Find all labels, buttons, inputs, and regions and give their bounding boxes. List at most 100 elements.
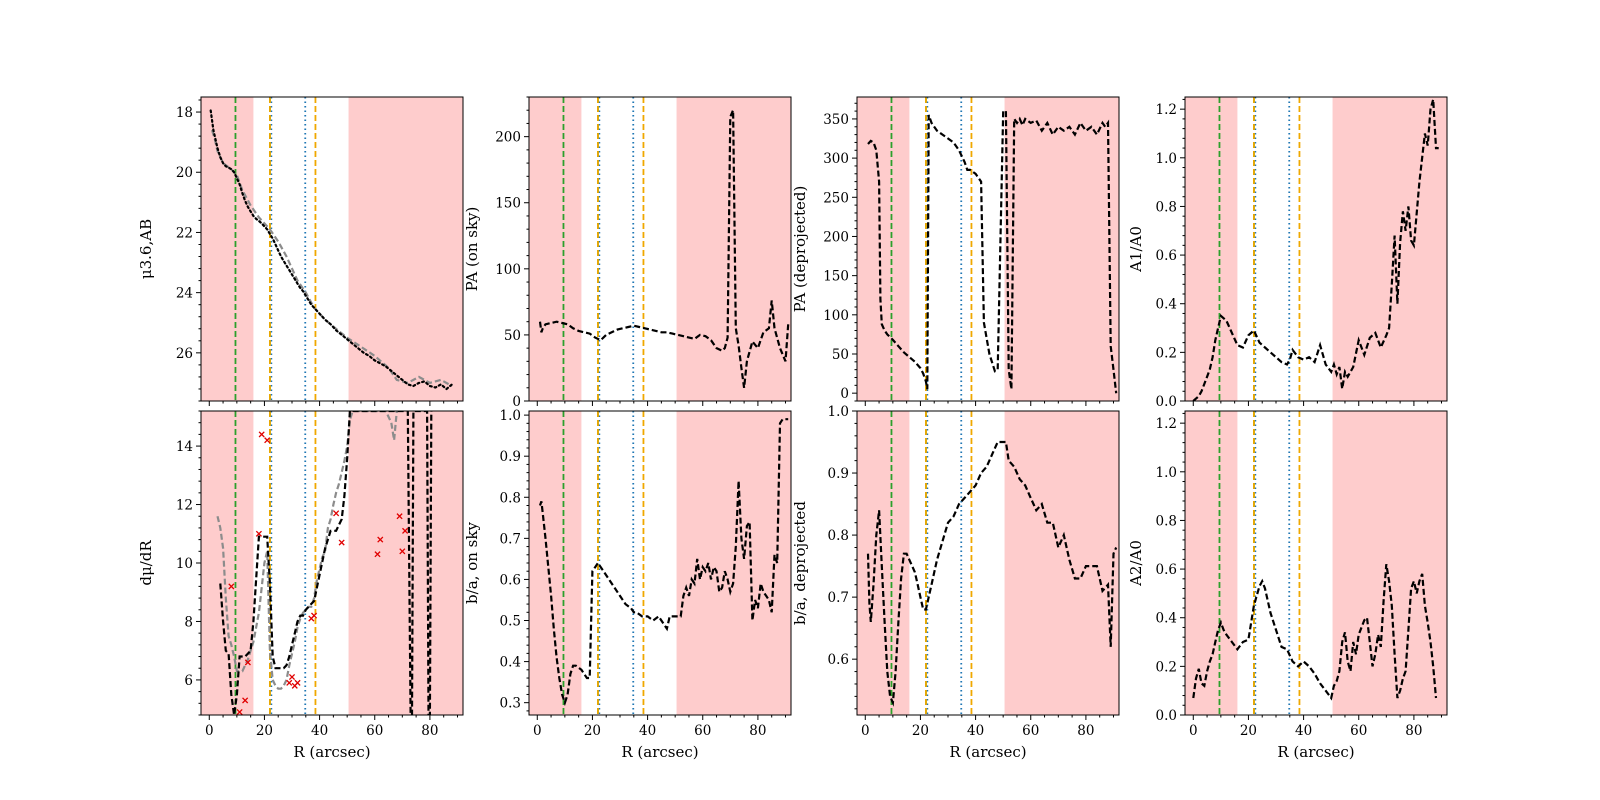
y-tick-label: 0.4 <box>1156 297 1177 313</box>
y-tick-label: 250 <box>823 190 849 206</box>
series-line <box>867 109 1118 394</box>
plot-frame <box>1184 96 1448 402</box>
x-tick-label: 60 <box>1022 723 1039 739</box>
plot-area <box>857 97 1119 401</box>
data-point-marker <box>399 548 406 555</box>
y-tick-label: 150 <box>823 269 849 285</box>
plot-area <box>529 411 791 715</box>
panel-3: 0 50 100 150 200 250 300 350 PA (deprojected) <box>791 96 1120 406</box>
y-tick-label: 0.2 <box>1156 345 1177 361</box>
shaded-region <box>1004 97 1119 401</box>
y-axis-label: A2/A0 <box>1127 540 1145 587</box>
data-point-marker <box>244 659 251 666</box>
panel-4: 0.0 0.2 0.4 0.6 0.8 1.0 1.2 A1/A0 <box>1127 96 1448 410</box>
data-point-marker <box>294 679 301 686</box>
y-tick-label: 26 <box>176 346 193 362</box>
y-tick-label: 0.4 <box>500 655 521 671</box>
y-axis-label: b/a, deprojected <box>791 501 809 625</box>
y-tick-label: 22 <box>176 225 193 241</box>
y-tick-label: 0.9 <box>500 449 521 465</box>
x-tick-label: 40 <box>639 723 656 739</box>
panel-1: 18 20 22 24 26 μ3.6,AB <box>137 96 464 406</box>
data-point-marker <box>264 437 271 444</box>
y-tick-label: 200 <box>823 229 849 245</box>
y-tick-label: 0.5 <box>500 614 521 630</box>
plot-frame <box>528 96 792 402</box>
data-point-marker <box>377 536 384 543</box>
shaded-region <box>529 97 582 401</box>
y-tick-label: 50 <box>504 328 521 344</box>
x-tick-label: 0 <box>205 723 214 739</box>
shaded-region <box>676 411 791 715</box>
y-tick-label: 0 <box>840 386 849 402</box>
x-tick-label: 80 <box>421 723 438 739</box>
y-tick-label: 18 <box>176 105 193 121</box>
shaded-region <box>1185 411 1238 715</box>
y-tick-label: 0.7 <box>500 531 521 547</box>
data-point-marker <box>333 510 340 517</box>
y-axis-label: μ3.6,AB <box>137 219 155 279</box>
y-tick-label: 0.0 <box>1156 394 1177 410</box>
series-line <box>538 418 789 707</box>
shaded-region <box>348 97 463 401</box>
x-tick-label: 0 <box>861 723 870 739</box>
data-point-marker <box>311 612 318 619</box>
x-axis-label: R (arcsec) <box>949 743 1026 761</box>
x-tick-label: 80 <box>1077 723 1094 739</box>
shaded-region <box>529 411 582 715</box>
plot-frame <box>856 410 1120 716</box>
y-tick-label: 0.8 <box>1156 513 1177 529</box>
x-tick-label: 20 <box>1240 723 1257 739</box>
plot-area <box>857 411 1119 715</box>
shaded-region <box>201 97 254 401</box>
y-tick-label: 0.6 <box>500 572 521 588</box>
panel-6: 0 20 40 60 80 0.3 0.4 0.5 0.6 0.7 0.8 0.9 1.0 b/a, on… <box>463 408 792 761</box>
x-tick-label: 60 <box>694 723 711 739</box>
y-axis-label: dμ/dR <box>137 540 155 586</box>
panel-5: 0 20 40 60 80 6 8 10 12 14 dμ/dR R (arcsec) <box>137 410 464 761</box>
y-tick-label: 50 <box>832 347 849 363</box>
y-tick-label: 0.2 <box>1156 659 1177 675</box>
series-line <box>1192 99 1439 401</box>
x-axis-label: R (arcsec) <box>293 743 370 761</box>
data-point-marker <box>228 583 235 590</box>
y-tick-label: 10 <box>176 556 193 572</box>
shaded-region <box>1185 97 1238 401</box>
y-tick-label: 1.2 <box>1156 416 1177 432</box>
y-tick-label: 200 <box>495 130 521 146</box>
plot-frame <box>1184 410 1448 716</box>
data-point-marker <box>396 513 403 520</box>
data-point-marker <box>286 679 293 686</box>
x-tick-label: 40 <box>311 723 328 739</box>
y-tick-label: 0.6 <box>1156 562 1177 578</box>
y-tick-label: 0.7 <box>828 590 849 606</box>
shaded-region <box>1004 411 1119 715</box>
plot-area <box>201 97 463 401</box>
data-point-marker <box>288 673 296 681</box>
y-tick-label: 20 <box>176 165 193 181</box>
y-tick-label: 0.9 <box>828 466 849 482</box>
x-axis-label: R (arcsec) <box>621 743 698 761</box>
x-tick-label: 40 <box>1295 723 1312 739</box>
y-tick-label: 0.8 <box>500 490 521 506</box>
y-tick-label: 1.2 <box>1156 102 1177 118</box>
shaded-region <box>857 411 910 715</box>
series-line <box>1192 564 1438 701</box>
series-line <box>866 440 1118 707</box>
y-tick-label: 100 <box>823 308 849 324</box>
y-tick-label: 0.8 <box>828 528 849 544</box>
y-tick-label: 0.8 <box>1156 199 1177 215</box>
x-tick-label: 0 <box>533 723 542 739</box>
data-point-marker <box>402 527 409 534</box>
y-tick-label: 0.0 <box>1156 708 1177 724</box>
shaded-region <box>201 411 254 715</box>
x-tick-label: 0 <box>1189 723 1198 739</box>
x-axis-label: R (arcsec) <box>1277 743 1354 761</box>
y-tick-label: 350 <box>823 112 849 128</box>
panel-8: 0 20 40 60 80 0.0 0.2 0.4 0.6 0.8 1.0 1.2 A2/A0 R (ar… <box>1127 410 1448 761</box>
y-tick-label: 1.0 <box>1156 151 1177 167</box>
data-point-marker <box>338 539 345 546</box>
data-point-marker <box>255 530 262 537</box>
data-point-marker <box>258 431 265 438</box>
